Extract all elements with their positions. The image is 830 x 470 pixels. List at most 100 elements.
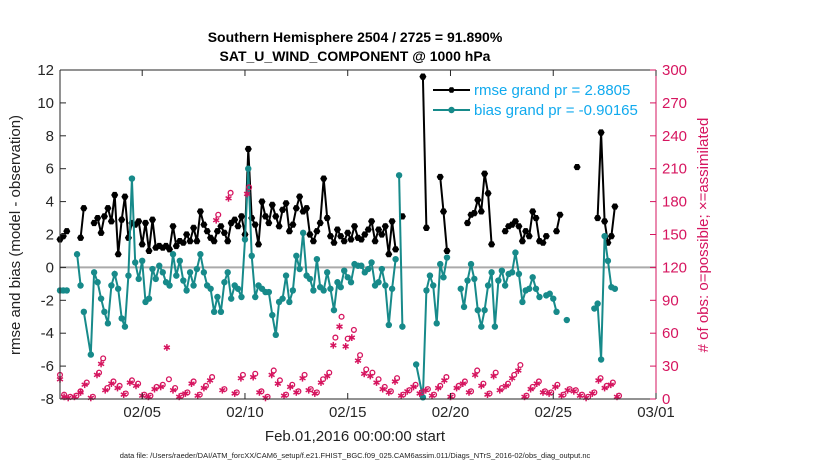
assimilated-obs-point	[108, 380, 115, 387]
rmse-point	[313, 228, 321, 235]
bias-point	[426, 272, 434, 279]
bias-line-segment	[76, 254, 82, 286]
rmse-point	[481, 170, 489, 177]
bias-point	[210, 308, 218, 316]
x-tick-label: 02/15	[329, 404, 367, 421]
bias-point	[412, 361, 420, 368]
rmse-line-segment	[421, 76, 428, 228]
y-right-tick-label: 120	[662, 259, 687, 276]
bias-point	[536, 293, 543, 301]
assimilated-obs-point	[151, 385, 158, 393]
rmse-point	[94, 215, 102, 222]
assimilated-obs-point	[373, 379, 380, 386]
y-left-tick-label: -8	[41, 391, 54, 408]
bias-point	[457, 285, 464, 292]
bias-point	[296, 265, 303, 273]
bias-point	[80, 308, 88, 316]
bias-point	[101, 308, 108, 316]
y-left-tick-label: 4	[46, 194, 54, 211]
rmse-point	[275, 223, 283, 230]
bias-point	[248, 252, 255, 260]
rmse-point	[573, 164, 581, 171]
rmse-point	[323, 215, 331, 222]
bias-point	[108, 282, 115, 289]
assimilated-obs-point	[478, 382, 485, 390]
rmse-point	[443, 247, 451, 254]
bias-point	[193, 265, 201, 273]
bias-point	[395, 172, 403, 179]
bias-point	[443, 254, 451, 261]
bias-point	[114, 285, 122, 292]
rmse-point	[104, 205, 112, 212]
bias-point	[286, 298, 293, 306]
assimilated-obs-point	[490, 372, 497, 380]
bias-point	[388, 285, 396, 292]
bias-point	[385, 321, 393, 329]
legend-marker-bias	[448, 106, 455, 114]
y-left-tick-label: 6	[46, 161, 54, 178]
assimilated-obs-point	[404, 387, 411, 395]
rmse-point	[474, 196, 482, 203]
assimilated-obs-point	[249, 373, 257, 381]
assimilated-obs-point	[607, 381, 615, 389]
assimilated-obs-point	[545, 390, 553, 397]
bias-point	[323, 269, 331, 276]
bias-point	[224, 269, 231, 276]
y-right-tick-label: 180	[662, 194, 687, 211]
rmse-point	[190, 224, 198, 231]
bias-point	[440, 274, 447, 281]
assimilated-obs-point	[114, 384, 121, 392]
y-right-tick-label: 210	[662, 161, 687, 178]
bias-point	[611, 285, 619, 292]
bias-point	[128, 175, 136, 182]
rmse-point	[378, 231, 386, 238]
bias-point	[525, 285, 533, 292]
y-right-tick-label: 90	[662, 292, 679, 309]
chart-marks	[56, 73, 623, 402]
bias-point	[111, 270, 118, 278]
bias-point	[515, 270, 523, 278]
bias-point	[289, 287, 297, 294]
assimilated-obs-point	[169, 386, 177, 394]
chart-axes: 02/05 02/10 02/15 02/20 02/25 03/01 -8 -6 -4 -2 0 2…	[37, 62, 687, 421]
bias-point	[597, 356, 605, 363]
bias-point	[498, 267, 506, 274]
rmse-point	[316, 219, 324, 227]
assimilated-obs-point	[595, 377, 602, 384]
rmse-point	[296, 193, 304, 200]
y-left-tick-label: 0	[46, 259, 54, 276]
assimilated-obs-point	[342, 343, 349, 350]
assimilated-obs-point	[367, 372, 374, 380]
bias-point	[512, 249, 519, 256]
y-right-tick-label: 60	[662, 325, 679, 342]
bias-point	[330, 306, 338, 314]
bias-point	[474, 306, 482, 314]
bias-point	[327, 285, 334, 292]
x-tick-label: 03/01	[637, 404, 675, 421]
rmse-point	[330, 239, 338, 246]
assimilated-obs-point	[93, 371, 101, 379]
bias-point	[73, 251, 81, 258]
rmse-point	[217, 223, 225, 230]
bias-point	[347, 279, 355, 286]
assimilated-obs-point	[539, 389, 547, 396]
rmse-point	[525, 233, 533, 240]
rmse-point	[169, 223, 177, 230]
rmse-point	[532, 215, 540, 222]
y-right-tick-label: 270	[662, 95, 687, 112]
rmse-point	[385, 251, 393, 258]
y-left-tick-label: -6	[41, 358, 54, 375]
assimilated-obs-point	[237, 374, 245, 382]
rmse-point	[529, 208, 537, 215]
bias-point	[460, 303, 468, 311]
bias-point	[121, 323, 129, 330]
assimilated-obs-point	[484, 391, 491, 398]
bias-point	[484, 282, 492, 289]
rmse-point	[607, 233, 615, 240]
assimilated-obs-point	[77, 389, 84, 396]
rmse-point	[258, 198, 266, 205]
assimilated-obs-point	[576, 392, 584, 400]
bias-point	[299, 229, 307, 237]
rmse-point	[470, 210, 478, 217]
rmse-point	[542, 233, 550, 240]
